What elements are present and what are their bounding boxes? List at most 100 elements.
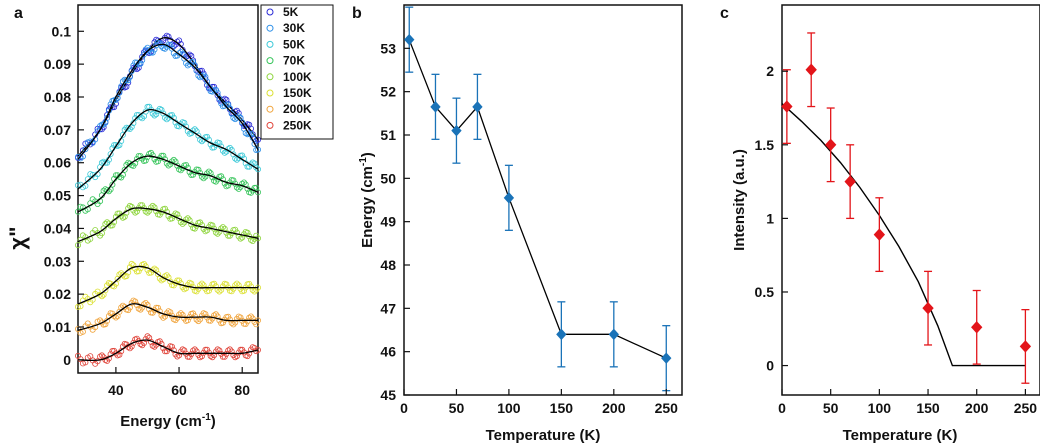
legend-label: 5K	[283, 5, 299, 19]
panel-a-data-point	[77, 203, 84, 210]
panel-a-data-point	[254, 136, 261, 143]
panel-a-data-point	[147, 49, 154, 56]
panel-a-data-point	[98, 352, 105, 359]
panel-a-y-tick-label: 0.09	[44, 56, 71, 72]
panel-a-data-point	[165, 162, 172, 169]
panel-a-y-tick-label: 0.01	[44, 319, 71, 335]
panel-a-legend: 5K 30K 50K 70K 100K 150K 200K 250K	[260, 4, 334, 140]
panel-a-x-ticks: 40 60 80	[108, 367, 250, 398]
panel-a-fit-curve	[77, 155, 259, 213]
panel-a-data-point	[97, 291, 104, 298]
panel-a-data-point	[226, 346, 233, 353]
panel-a-data-point	[244, 229, 251, 236]
panel-a-data-point	[251, 160, 258, 167]
panel-a-data-point	[144, 209, 151, 216]
panel-a-data-point	[75, 182, 82, 189]
panel-a-data-point	[205, 349, 212, 356]
panel-a-data-point	[240, 179, 247, 186]
panel-c-y-tick-label: 0.5	[755, 284, 775, 300]
panel-b-y-ticks: 45 46 47 48 49 50 51 52 53	[380, 40, 410, 403]
panel-a-data-point	[128, 260, 135, 267]
panel-a-data-point	[176, 50, 183, 57]
panel-a-data-point	[97, 353, 104, 360]
panel-b-plot-frame	[403, 4, 683, 396]
panel-a-data-point	[149, 110, 156, 117]
panel-a-data-point	[109, 181, 116, 188]
panel-a-data-point	[161, 205, 168, 212]
panel-a-data-point	[75, 303, 82, 310]
panel-a-data-point	[198, 221, 205, 228]
panel-a-data-point	[244, 318, 251, 325]
panel-c-data-point	[1019, 340, 1032, 353]
panel-a-data-point	[167, 309, 174, 316]
panel-a-data-point	[112, 350, 119, 357]
panel-c-y-tick-label: 0	[766, 358, 774, 374]
panel-a-data-point	[142, 157, 149, 164]
panel-b-data-point	[556, 328, 567, 341]
panel-a-data-point	[221, 353, 228, 360]
panel-b-data-point	[661, 352, 672, 364]
legend-marker	[266, 8, 274, 16]
panel-b: b 45 46 47 48 49 50 51 52 53 0 50 100 150 200 250 Tem…	[352, 4, 683, 444]
panel-a-data-point	[123, 273, 130, 280]
panel-a-data-point	[218, 173, 225, 180]
panel-a-data-point	[135, 268, 142, 275]
panel-a-data-point	[237, 235, 244, 242]
panel-a-y-tick-label: 0.06	[44, 155, 71, 171]
panel-a-fit-curve	[77, 303, 258, 331]
panel-a-data-point	[128, 68, 135, 75]
panel-a-data-point	[190, 59, 197, 66]
panel-b-y-axis-label: Energy (cm-1)	[358, 152, 376, 248]
panel-a-data-point	[221, 102, 228, 109]
panel-b-y-tick-label: 45	[380, 387, 396, 403]
panel-a-data-point	[147, 204, 154, 211]
panel-a-data-point	[230, 285, 237, 292]
panel-b-data-point	[451, 124, 462, 137]
panel-a-data-point	[140, 301, 147, 308]
legend-marker	[266, 121, 274, 129]
panel-a-fit-curve	[77, 207, 259, 243]
panel-c-x-tick-label: 0	[778, 400, 786, 416]
panel-a-data-point	[133, 208, 140, 215]
panel-b-x-tick-label: 200	[602, 400, 626, 416]
panel-a-data-point	[195, 285, 202, 292]
panel-b-letter: b	[352, 5, 362, 22]
panel-c-x-tick-label: 250	[1014, 400, 1038, 416]
panel-a-data-point	[170, 156, 177, 163]
panel-a-data-point	[158, 277, 165, 284]
panel-a-data-point	[253, 321, 260, 328]
panel-a-data-point	[149, 267, 156, 274]
legend-marker	[266, 57, 274, 65]
panel-b-x-ticks: 0 50 100 150 200 250	[400, 389, 678, 416]
panel-a-data-point	[198, 138, 205, 145]
panel-b-y-tick-label: 50	[380, 170, 396, 186]
legend-label: 50K	[283, 37, 305, 51]
panel-a-data-point	[188, 280, 195, 287]
panel-a-letter: a	[14, 5, 23, 22]
panel-a-data-point	[177, 280, 184, 287]
panel-a-data-point	[191, 313, 198, 320]
panel-a-data-point	[254, 189, 261, 196]
panel-a-data-point	[149, 49, 156, 56]
legend-label: 150K	[283, 86, 312, 100]
panel-a-data-point	[200, 175, 207, 182]
panel-a-data-point	[177, 310, 184, 317]
panel-a-data-point	[216, 139, 223, 146]
panel-a-data-point	[198, 280, 205, 287]
panel-a-y-ticks: 0 0.01 0.02 0.03 0.04 0.05 0.06 0.07 0.08 0.09 0.1	[44, 23, 84, 368]
panel-a-y-tick-label: 0.02	[44, 286, 71, 302]
panel-a-data-point	[191, 346, 198, 353]
panel-b-data-point	[404, 33, 415, 46]
panel-a-data-point	[94, 358, 101, 365]
panel-b-plot-area	[404, 6, 672, 392]
panel-b-data-point	[430, 101, 441, 113]
panel-a-data-point	[204, 78, 211, 85]
panel-a-data-point	[121, 213, 128, 220]
panel-a-data-point	[130, 339, 137, 346]
panel-a-data-point	[251, 288, 258, 295]
panel-a-data-point	[216, 95, 223, 102]
panel-b-data-point	[608, 328, 619, 341]
panel-a-data-point	[233, 280, 240, 287]
panel-c-y-axis-label: Intensity (a.u.)	[731, 149, 748, 251]
panel-a-data-point	[177, 167, 184, 174]
